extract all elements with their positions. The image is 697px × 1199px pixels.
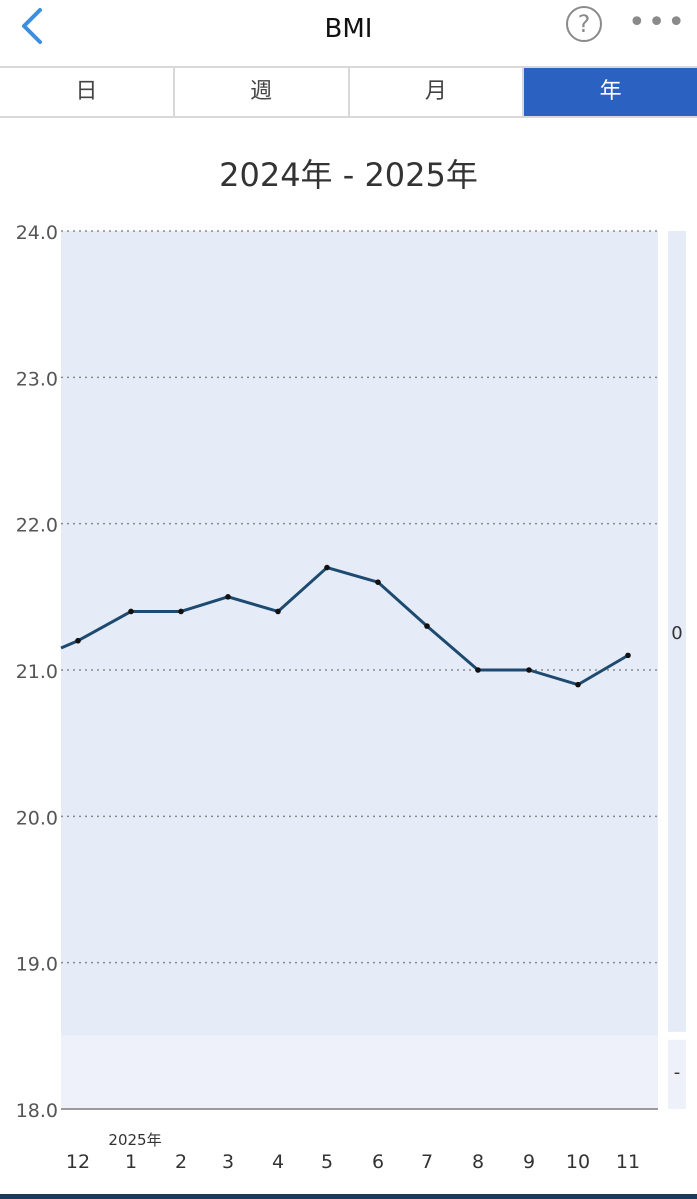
plot-band — [61, 231, 658, 1036]
data-point — [178, 608, 184, 615]
period-tabs: 日 週 月 年 — [0, 66, 697, 118]
x-tick-label: 6 — [372, 1151, 384, 1173]
data-point — [225, 594, 231, 600]
y-tick-label: 24.0 — [16, 222, 58, 244]
x-tick-label: 2 — [175, 1151, 187, 1173]
data-point — [475, 667, 481, 673]
data-point — [424, 623, 430, 629]
data-point — [275, 608, 281, 615]
chevron-left-icon — [22, 8, 42, 44]
y-tick-label: 22.0 — [16, 515, 58, 537]
header: BMI ? ••• — [0, 0, 697, 66]
right-lower-band-bar — [668, 1039, 686, 1109]
y-tick-label: 19.0 — [16, 954, 58, 976]
y-tick-label: 20.0 — [16, 807, 58, 829]
plot-lower-band — [61, 1035, 658, 1109]
tab-year[interactable]: 年 — [524, 68, 697, 116]
year-marker-label: 2025年 — [108, 1131, 161, 1149]
x-tick-label: 1 — [125, 1151, 137, 1173]
data-point — [75, 637, 81, 644]
right-value-label: 0 — [671, 623, 682, 644]
y-tick-label: 18.0 — [16, 1100, 58, 1122]
right-band-bar — [668, 231, 686, 1032]
x-tick-label: 3 — [222, 1151, 234, 1173]
x-tick-label: 9 — [523, 1151, 535, 1173]
date-range-label: 2024年 - 2025年 — [219, 156, 478, 194]
page-title: BMI — [324, 14, 373, 44]
tab-week[interactable]: 週 — [175, 68, 350, 116]
bottom-divider — [0, 1194, 697, 1199]
right-dash-label: - — [674, 1062, 681, 1083]
back-button[interactable] — [14, 4, 54, 48]
tab-month[interactable]: 月 — [350, 68, 525, 116]
x-tick-label: 12 — [66, 1151, 90, 1173]
x-tick-label: 10 — [566, 1151, 590, 1173]
data-point — [575, 681, 581, 688]
data-point — [526, 667, 532, 673]
x-tick-label: 8 — [472, 1151, 484, 1173]
x-tick-label: 5 — [321, 1151, 333, 1173]
x-tick-label: 7 — [421, 1151, 433, 1173]
help-button[interactable]: ? — [566, 6, 602, 42]
y-tick-label: 21.0 — [16, 661, 58, 683]
data-point — [128, 608, 134, 615]
y-tick-label: 23.0 — [16, 368, 58, 390]
data-point — [625, 652, 631, 659]
data-point — [375, 579, 381, 585]
more-options-icon[interactable]: ••• — [628, 5, 688, 40]
tab-day[interactable]: 日 — [0, 68, 175, 116]
x-tick-label: 4 — [272, 1151, 284, 1173]
data-point — [324, 564, 330, 571]
x-tick-label: 11 — [616, 1151, 640, 1173]
